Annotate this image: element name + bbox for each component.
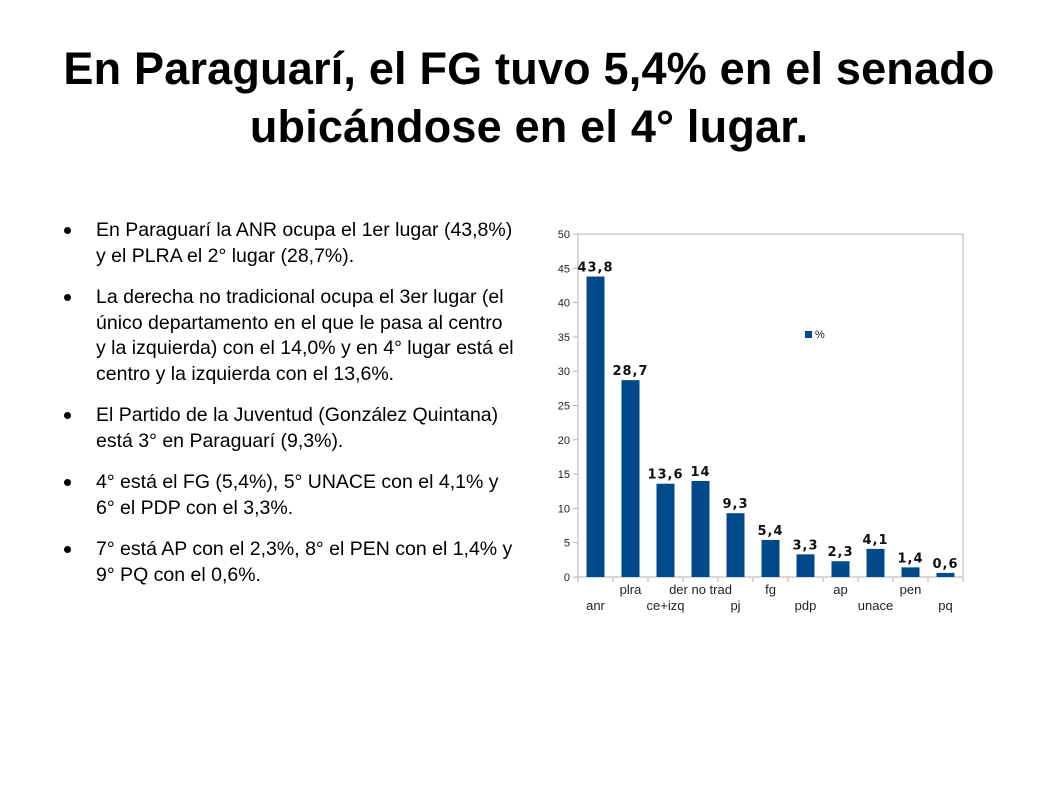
category-label: pdp [795, 598, 817, 613]
y-tick-label: 15 [558, 469, 570, 481]
category-label: pq [938, 598, 952, 613]
y-tick-label: 20 [558, 435, 570, 447]
data-label: 2,3 [827, 545, 853, 560]
bar [936, 572, 955, 577]
plot-area [577, 233, 964, 578]
data-label: 43,8 [577, 261, 613, 276]
y-tick-label: 5 [564, 538, 570, 550]
bullet-item: 4° está el FG (5,4%), 5° UNACE con el 4,… [62, 470, 514, 521]
legend-swatch [805, 331, 812, 338]
data-label: 5,4 [757, 524, 783, 539]
data-label: 1,4 [897, 551, 923, 566]
y-tick-label: 50 [558, 229, 570, 241]
category-label: plra [620, 582, 642, 597]
category-label: fg [765, 582, 776, 597]
bar [901, 567, 920, 577]
data-label: 9,3 [722, 497, 748, 512]
data-label: 4,1 [862, 533, 888, 548]
category-label: der no trad [669, 582, 732, 597]
data-label: 13,6 [647, 468, 683, 483]
slide-title: En Paraguarí, el FG tuvo 5,4% en el sena… [63, 43, 995, 152]
y-tick-label: 45 [558, 263, 570, 275]
bullet-item: En Paraguarí la ANR ocupa el 1er lugar (… [62, 218, 514, 269]
y-tick-label: 0 [564, 572, 570, 584]
bar [691, 480, 710, 577]
bar [621, 380, 640, 577]
y-tick-label: 30 [558, 366, 570, 378]
legend-label: % [815, 329, 825, 341]
y-tick-label: 35 [558, 332, 570, 344]
bar [796, 554, 815, 577]
bar [586, 276, 605, 577]
category-label: pj [730, 598, 740, 613]
y-tick-label: 40 [558, 298, 570, 310]
bar [866, 548, 885, 577]
category-label: ap [833, 582, 847, 597]
category-label: anr [586, 598, 605, 613]
bullet-item: 7° está AP con el 2,3%, 8° el PEN con el… [62, 537, 514, 588]
category-label: ce+izq [647, 598, 685, 613]
data-label: 28,7 [612, 364, 648, 379]
data-label: 0,6 [932, 557, 958, 572]
data-label: 14 [690, 465, 710, 480]
category-label: unace [858, 598, 893, 613]
data-label: 3,3 [792, 538, 818, 553]
category-label: pen [900, 582, 922, 597]
bullet-list: En Paraguarí la ANR ocupa el 1er lugar (… [62, 218, 514, 604]
bar [761, 539, 780, 577]
bar [831, 561, 850, 577]
bullet-item: La derecha no tradicional ocupa el 3er l… [62, 285, 514, 387]
y-tick-label: 10 [558, 503, 570, 515]
bar [726, 513, 745, 577]
bullet-item: El Partido de la Juventud (González Quin… [62, 403, 514, 454]
bar-chart: 0 5 10 15 20 25 30 35 40 45 50 43,8 anr 28,7 plra 13,6 c… [558, 229, 964, 613]
bar [656, 483, 675, 577]
y-tick-label: 25 [558, 401, 570, 413]
